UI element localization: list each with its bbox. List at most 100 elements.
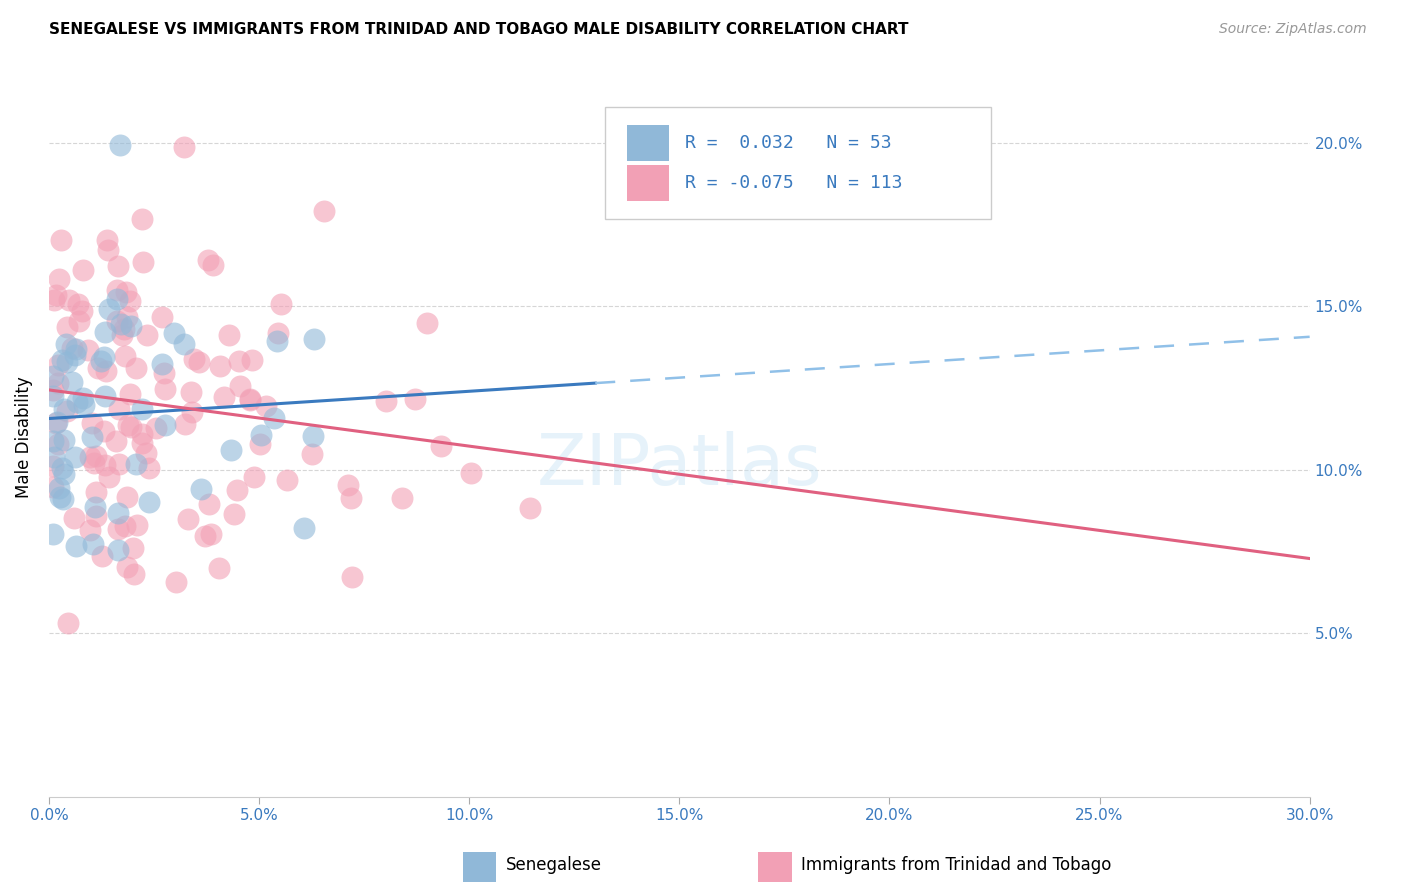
Point — [150, 357, 173, 371]
Point — [58, 293, 80, 308]
Point — [243, 469, 266, 483]
Point — [120, 420, 142, 434]
Point — [180, 384, 202, 399]
Point — [42, 389, 65, 403]
Point — [121, 541, 143, 556]
Point — [51, 234, 73, 248]
Point — [63, 450, 86, 464]
Text: R =  0.032   N = 53: R = 0.032 N = 53 — [685, 134, 891, 152]
Y-axis label: Male Disability: Male Disability — [15, 376, 32, 498]
Point — [131, 436, 153, 450]
Point — [131, 212, 153, 227]
Point — [63, 511, 86, 525]
Point — [79, 450, 101, 465]
Point — [208, 359, 231, 373]
Point — [46, 376, 69, 391]
Point — [314, 204, 336, 219]
Point — [105, 292, 128, 306]
Point — [55, 320, 77, 334]
Point — [49, 490, 72, 504]
Point — [98, 470, 121, 484]
Point — [111, 327, 134, 342]
Point — [197, 253, 219, 268]
Point — [302, 429, 325, 443]
Point — [72, 392, 94, 406]
Point — [190, 482, 212, 496]
Point — [131, 426, 153, 441]
Point — [46, 436, 69, 450]
Point — [181, 404, 204, 418]
Point — [84, 449, 107, 463]
Point — [107, 506, 129, 520]
Point — [177, 512, 200, 526]
Point — [107, 522, 129, 536]
Point — [208, 561, 231, 575]
Point — [48, 358, 70, 372]
Point — [254, 400, 277, 414]
Point — [56, 354, 79, 368]
Point — [73, 398, 96, 412]
Point — [165, 574, 187, 589]
Point — [270, 297, 292, 311]
Point — [250, 427, 273, 442]
Point — [65, 539, 87, 553]
Point — [67, 314, 90, 328]
Point — [84, 500, 107, 514]
Point — [163, 326, 186, 340]
Point — [228, 353, 250, 368]
Point — [97, 302, 120, 317]
Point — [120, 318, 142, 333]
Text: R = -0.075   N = 113: R = -0.075 N = 113 — [685, 174, 903, 192]
Point — [173, 417, 195, 431]
Point — [226, 483, 249, 498]
Point — [155, 417, 177, 432]
Point — [302, 332, 325, 346]
Point — [153, 366, 176, 380]
Point — [82, 537, 104, 551]
Point — [183, 351, 205, 366]
Point — [44, 293, 66, 308]
Point — [292, 520, 315, 534]
Point — [188, 354, 211, 368]
Point — [66, 395, 89, 409]
Text: SENEGALESE VS IMMIGRANTS FROM TRINIDAD AND TOBAGO MALE DISABILITY CORRELATION CH: SENEGALESE VS IMMIGRANTS FROM TRINIDAD A… — [49, 22, 908, 37]
Point — [131, 401, 153, 416]
Point — [105, 434, 128, 448]
Point — [239, 392, 262, 407]
Point — [117, 490, 139, 504]
Point — [125, 517, 148, 532]
Point — [150, 310, 173, 324]
Point — [42, 369, 65, 384]
Point — [200, 527, 222, 541]
Point — [53, 434, 76, 448]
Point — [229, 379, 252, 393]
Point — [198, 497, 221, 511]
Point — [240, 352, 263, 367]
Point — [118, 387, 141, 401]
Point — [93, 389, 115, 403]
Point — [51, 460, 73, 475]
Point — [173, 140, 195, 154]
Point — [222, 507, 245, 521]
Point — [60, 341, 83, 355]
Point — [48, 481, 70, 495]
Point — [77, 343, 100, 357]
Point — [340, 491, 363, 506]
Point — [276, 473, 298, 487]
Point — [42, 384, 65, 398]
Point — [107, 543, 129, 558]
Point — [53, 467, 76, 482]
Point — [93, 424, 115, 438]
Point — [301, 447, 323, 461]
Point — [91, 549, 114, 564]
Point — [145, 421, 167, 435]
Point — [87, 361, 110, 376]
Text: Immigrants from Trinidad and Tobago: Immigrants from Trinidad and Tobago — [801, 856, 1112, 874]
Point — [218, 327, 240, 342]
Point — [266, 334, 288, 348]
Point — [70, 304, 93, 318]
Point — [194, 529, 217, 543]
Point — [56, 404, 79, 418]
Point — [52, 491, 75, 506]
Point — [263, 411, 285, 425]
